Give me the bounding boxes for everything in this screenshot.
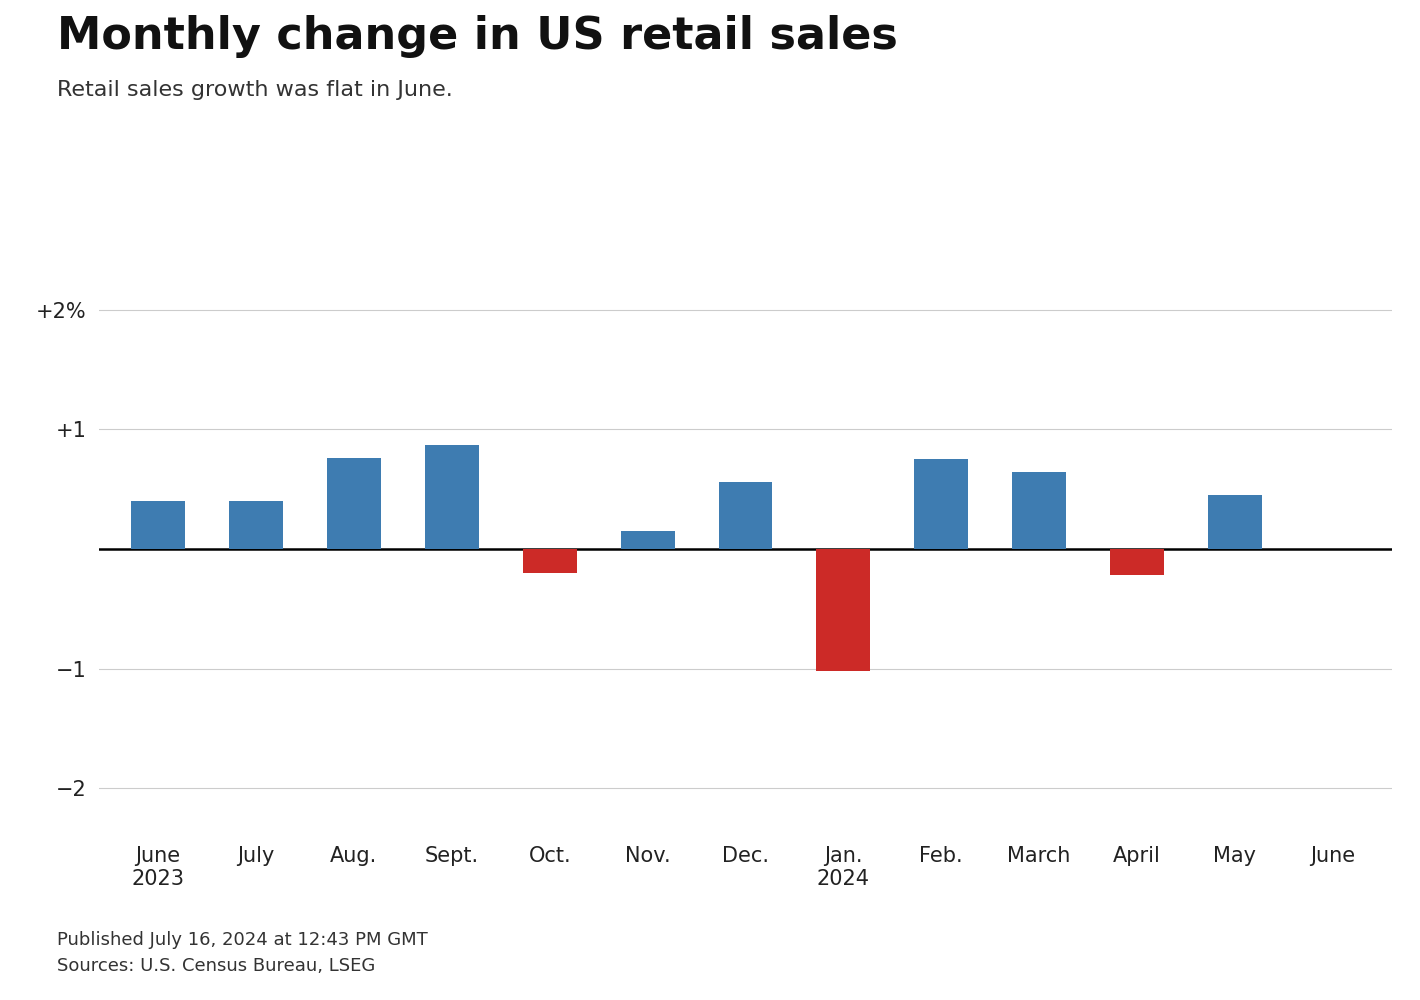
Bar: [523, 549, 577, 573]
Bar: [1208, 495, 1262, 549]
Bar: [131, 501, 185, 549]
Bar: [621, 531, 674, 549]
Text: Retail sales growth was flat in June.: Retail sales growth was flat in June.: [57, 80, 453, 100]
Bar: [1012, 472, 1066, 549]
Bar: [719, 482, 772, 549]
Bar: [1110, 549, 1164, 575]
Text: Published July 16, 2024 at 12:43 PM GMT
Sources: U.S. Census Bureau, LSEG: Published July 16, 2024 at 12:43 PM GMT …: [57, 931, 427, 975]
Bar: [327, 458, 381, 549]
Text: Monthly change in US retail sales: Monthly change in US retail sales: [57, 15, 897, 58]
Bar: [816, 549, 870, 671]
Bar: [425, 445, 479, 549]
Bar: [229, 501, 283, 549]
Bar: [914, 459, 968, 549]
